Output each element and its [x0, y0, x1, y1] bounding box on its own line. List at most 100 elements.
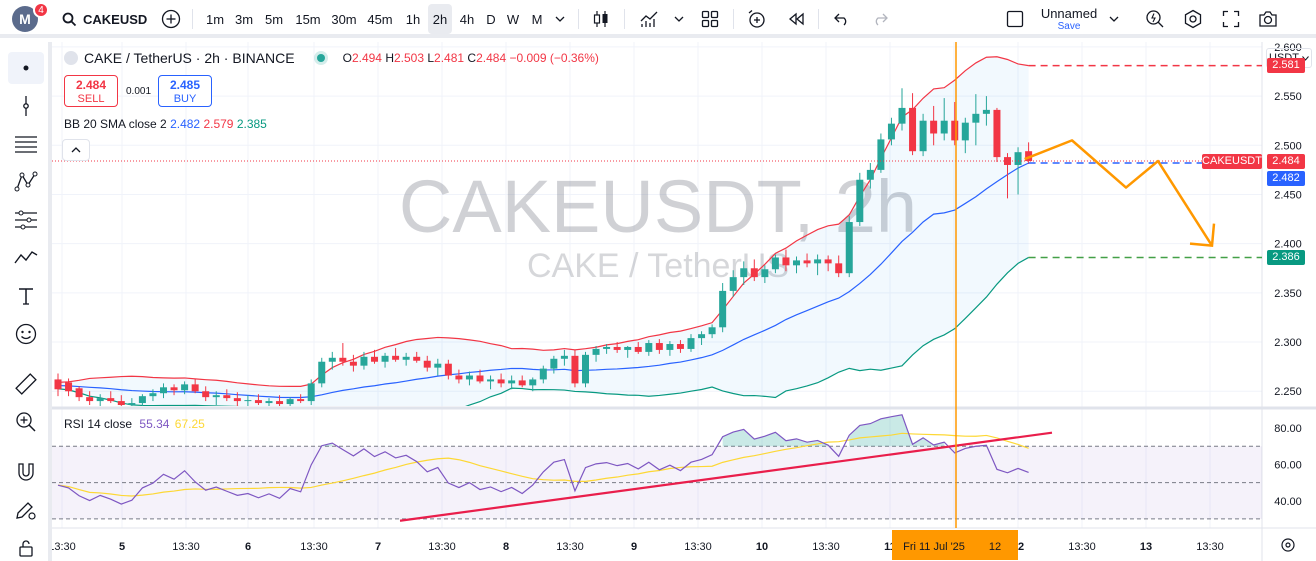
indicators-button[interactable] [636, 0, 662, 38]
candle-body [845, 222, 853, 274]
fib-tool[interactable] [8, 128, 44, 160]
interval-2h[interactable]: 2h [428, 4, 452, 34]
legend-title[interactable]: CAKE / TetherUS · 2h · BINANCE [84, 50, 295, 66]
candle [719, 283, 727, 333]
candle [750, 259, 758, 282]
candle-body [539, 368, 547, 380]
interval-1m[interactable]: 1m [205, 11, 225, 27]
buy-button[interactable]: 2.485 BUY [158, 75, 212, 107]
candle [624, 345, 632, 358]
candle-body [698, 334, 706, 339]
candle-body [571, 355, 579, 384]
candle-body [413, 356, 421, 361]
candle [560, 349, 568, 366]
layout-dropdown[interactable] [1104, 0, 1124, 38]
candle [107, 391, 115, 404]
lock-tool[interactable] [8, 532, 44, 561]
zoom-in-icon [16, 412, 36, 432]
redo-button[interactable] [867, 0, 893, 38]
time-tick-label: 13:30 [812, 541, 840, 553]
interval-d[interactable]: D [486, 11, 496, 27]
candle [972, 94, 980, 146]
bb-legend[interactable]: BB 20 SMA close 2 2.482 2.579 2.385 [64, 117, 267, 131]
time-tick-label: 5 [119, 541, 125, 553]
candle [898, 88, 906, 131]
candle-body [181, 384, 189, 391]
interval-dropdown[interactable] [551, 0, 569, 38]
indicators-dropdown[interactable] [670, 0, 688, 38]
interval-30m[interactable]: 30m [331, 11, 357, 27]
candle [128, 398, 136, 406]
camera-icon [1259, 11, 1277, 27]
settings-button[interactable] [1180, 0, 1206, 38]
forecast-path [1024, 139, 1214, 247]
fullscreen-button[interactable] [1218, 0, 1244, 38]
bb-upper-price-tag: 2.581 [1267, 58, 1305, 74]
candle-body [687, 338, 695, 349]
layout-button[interactable] [1002, 0, 1028, 38]
measure-tool[interactable] [8, 368, 44, 400]
templates-button[interactable] [697, 0, 723, 38]
candle-body [550, 358, 558, 369]
interval-3m[interactable]: 3m [234, 11, 254, 27]
chart-canvas[interactable]: CAKEUSDT, 2h CAKE / TetherUS 2.6002.5502… [52, 42, 1316, 561]
icon-tool[interactable] [8, 318, 44, 350]
candle-body [286, 399, 294, 405]
candle-body [814, 259, 822, 264]
candle [254, 394, 262, 406]
sell-button[interactable]: 2.484 SELL [64, 75, 118, 107]
candle [930, 105, 938, 146]
save-layout-button[interactable]: Unnamed Save [1034, 0, 1104, 38]
interval-m[interactable]: M [531, 11, 543, 27]
prediction-tool[interactable] [8, 204, 44, 236]
toolbar-divider [192, 9, 193, 29]
interval-45m[interactable]: 45m [367, 11, 393, 27]
candle-body [339, 357, 347, 362]
pattern-tool[interactable] [8, 166, 44, 198]
candle-body [307, 383, 315, 402]
undo-button[interactable] [829, 0, 855, 38]
watermark-name: CAKE / TetherUS [527, 247, 789, 285]
time-tick-label: 6 [245, 541, 251, 553]
candle [497, 373, 505, 388]
trend-line-tool[interactable] [8, 90, 44, 122]
candle-body [676, 344, 684, 349]
symbol-search-button[interactable]: CAKEUSD [62, 0, 162, 38]
candle [993, 107, 1001, 163]
time-tick-label: 9 [631, 541, 637, 553]
compare-symbol-button[interactable] [158, 0, 184, 38]
candle [866, 163, 874, 189]
candle-body [170, 387, 178, 391]
zoom-tool[interactable] [8, 406, 44, 438]
replay-button[interactable] [783, 0, 809, 38]
interval-4h[interactable]: 4h [459, 11, 475, 27]
cursor-tool[interactable] [8, 52, 44, 84]
candle-body [360, 356, 368, 366]
alarm-clock-plus-icon [748, 10, 765, 28]
interval-w[interactable]: W [506, 11, 520, 27]
brush-tool[interactable] [8, 242, 44, 274]
candle [1014, 147, 1022, 195]
grid-icon [701, 10, 719, 28]
rsi-legend[interactable]: RSI 14 close 55.34 67.25 [64, 417, 205, 431]
text-tool[interactable] [8, 280, 44, 312]
ohlc-values: O2.494 H2.503 L2.481 C2.484 −0.009 (−0.3… [342, 51, 599, 65]
magnet-tool[interactable] [8, 456, 44, 488]
toolbar-divider [733, 9, 734, 29]
axes: 2.600 2.550 2.500 2.450 2.400 2.350 2.300 2.250… [52, 42, 1302, 560]
interval-5m[interactable]: 5m [264, 11, 284, 27]
screenshot-button[interactable] [1255, 0, 1281, 38]
price-tick-label: 2.550 [1274, 91, 1302, 103]
chart-type-button[interactable] [588, 0, 614, 38]
quick-search-button[interactable] [1142, 0, 1168, 38]
rsi-overbought-fill [849, 414, 945, 447]
candle [444, 359, 452, 380]
drawing-mode-tool[interactable] [8, 494, 44, 526]
rsi-tick-label: 60.00 [1274, 459, 1302, 471]
alert-button[interactable] [744, 0, 770, 38]
interval-1h[interactable]: 1h [405, 11, 421, 27]
candle [117, 395, 125, 406]
interval-15m[interactable]: 15m [295, 11, 321, 27]
candle [360, 351, 368, 370]
collapse-legend-button[interactable] [62, 139, 90, 161]
